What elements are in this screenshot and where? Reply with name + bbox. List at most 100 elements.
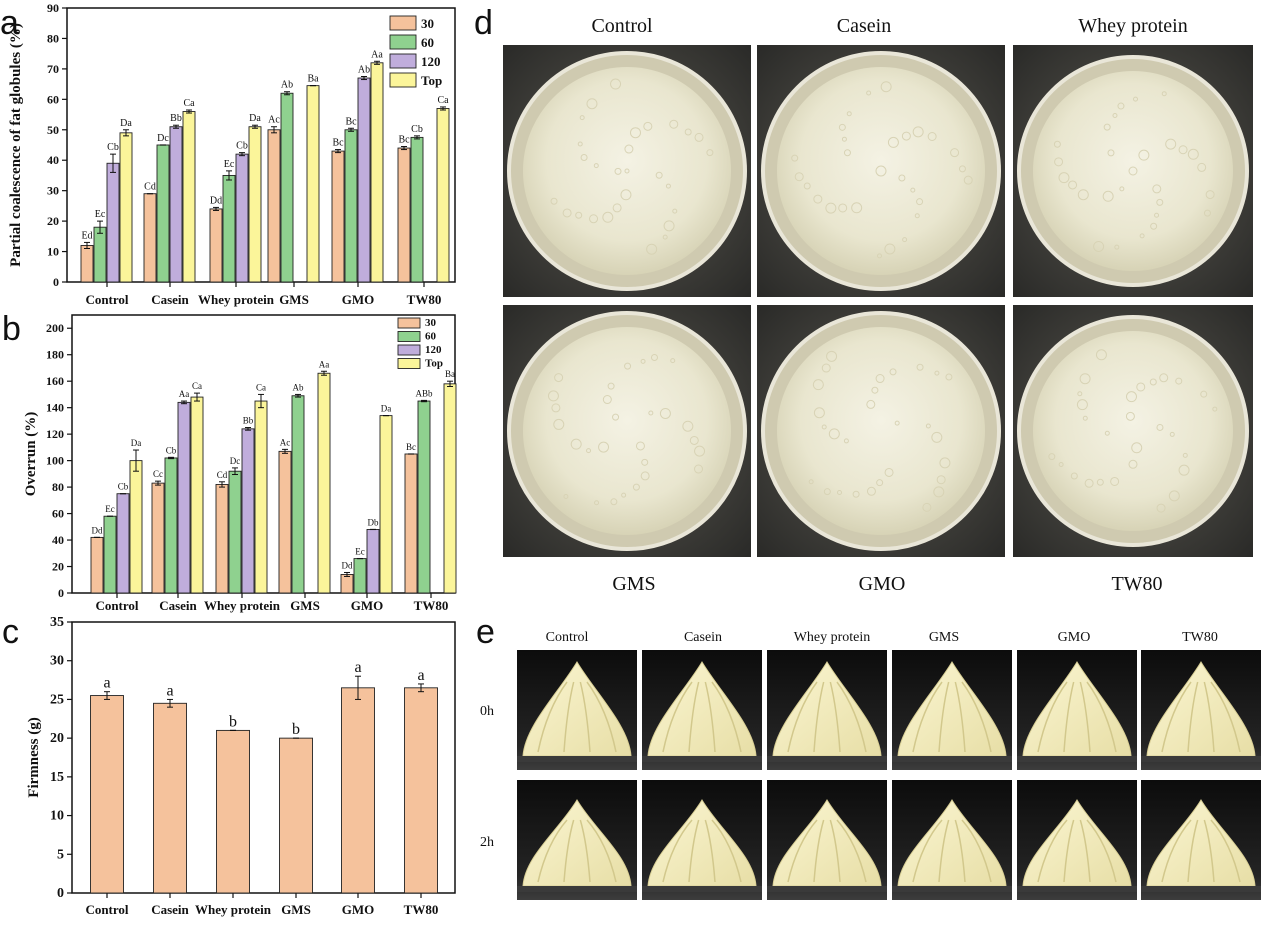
bubble <box>898 174 906 182</box>
cream-ridge <box>1161 681 1192 753</box>
y-tick-label: 10 <box>47 245 59 259</box>
bubble <box>551 403 561 413</box>
bubble <box>1131 442 1143 454</box>
panel-letter-b: b <box>2 310 21 348</box>
x-tick-label: Whey protein <box>198 292 275 307</box>
bubble <box>662 234 668 240</box>
bubble <box>1128 166 1138 176</box>
legend-swatch <box>389 34 417 50</box>
legend-swatch <box>397 331 421 342</box>
cream-ridge <box>961 681 992 753</box>
bar-firmness-gmo <box>341 687 375 894</box>
bar-60-tw80 <box>417 400 431 594</box>
bubble <box>610 78 622 90</box>
bubble <box>621 492 627 498</box>
y-tick-label: 180 <box>46 348 64 362</box>
x-tick-label: TW80 <box>407 292 442 307</box>
bar-Top-casein <box>182 111 196 283</box>
e-caption-gms: GMS <box>929 630 959 645</box>
bubble <box>1104 430 1110 436</box>
dish-cream <box>777 327 985 535</box>
cream-ridge <box>954 681 966 753</box>
dish-cream <box>523 67 731 275</box>
bubble <box>1156 503 1166 513</box>
y-tick-label: 40 <box>52 533 64 547</box>
cream-ridge <box>954 819 966 883</box>
bubble <box>1175 377 1183 385</box>
bubble <box>916 198 924 206</box>
bubble <box>880 81 892 93</box>
x-tick-label: Control <box>95 598 138 613</box>
y-tick-label: 120 <box>46 427 64 441</box>
plate-edge <box>642 756 762 762</box>
y-tick-label: 80 <box>52 480 64 494</box>
bubble <box>1076 399 1088 411</box>
bubble <box>884 467 894 477</box>
bubble <box>612 203 622 213</box>
bubble <box>562 208 572 218</box>
cream-ridge <box>586 681 617 753</box>
bubble <box>791 154 799 162</box>
y-tick-label: 5 <box>57 847 64 862</box>
cream-ridge <box>938 681 950 753</box>
bar-firmness-whey-protein <box>216 729 250 894</box>
cream-ridge <box>586 819 617 883</box>
bar-Top-control <box>119 132 133 283</box>
bubble <box>580 153 588 161</box>
bar-30-control <box>90 536 104 594</box>
bubble <box>866 399 876 409</box>
bubble <box>1178 464 1190 476</box>
bubble <box>1169 431 1175 437</box>
y-tick-label: 0 <box>53 275 59 289</box>
significance-label: Dc <box>230 456 241 466</box>
x-tick-label: Whey protein <box>204 598 281 613</box>
significance-label: Cd <box>144 182 156 193</box>
significance-label: Bc <box>345 116 357 127</box>
bar-60-casein <box>156 144 170 283</box>
bubble <box>922 502 932 512</box>
bubble <box>1138 149 1150 161</box>
bar-30-gmo <box>331 150 345 283</box>
bubble <box>1114 244 1120 250</box>
bubble <box>901 131 911 141</box>
cream-ridge <box>711 819 742 883</box>
plate-edge <box>1141 886 1261 892</box>
bubble <box>598 441 610 453</box>
bubble <box>931 431 943 443</box>
significance-label: Ec <box>105 504 115 514</box>
bar-Top-gms <box>317 372 331 594</box>
bubble <box>650 354 658 362</box>
significance-label: Cb <box>166 445 177 455</box>
bubble <box>887 136 899 148</box>
panel-letter-d: d <box>474 4 493 42</box>
bubble <box>838 123 846 131</box>
bar-firmness-tw80 <box>404 687 438 894</box>
bubble <box>547 390 559 402</box>
bubble <box>694 132 704 142</box>
significance-label: Dd <box>210 195 222 206</box>
cream-ridge <box>662 681 693 753</box>
bubble <box>640 471 650 481</box>
bubble <box>554 373 564 383</box>
bubble <box>910 187 916 193</box>
bubble <box>1053 140 1061 148</box>
bar-30-whey-protein <box>209 208 223 283</box>
y-tick-label: 200 <box>46 321 64 335</box>
cream-ridge <box>1079 681 1091 753</box>
bubble <box>624 362 632 370</box>
cream-ridge <box>787 681 818 753</box>
d-caption-gms: GMS <box>612 573 655 595</box>
e-caption-gmo: GMO <box>1058 630 1091 645</box>
bubble <box>706 149 714 157</box>
dish-cream <box>523 327 731 535</box>
y-tick-label: 20 <box>50 731 64 746</box>
bubble <box>1110 476 1120 486</box>
legend-label: 120 <box>425 344 442 356</box>
bubble <box>843 438 849 444</box>
x-tick-label: GMS <box>281 902 311 917</box>
bubble <box>586 448 592 454</box>
cream-ridge <box>711 681 742 753</box>
y-tick-label: 50 <box>47 123 59 137</box>
bubble <box>670 358 676 364</box>
plate-edge <box>1141 756 1261 762</box>
